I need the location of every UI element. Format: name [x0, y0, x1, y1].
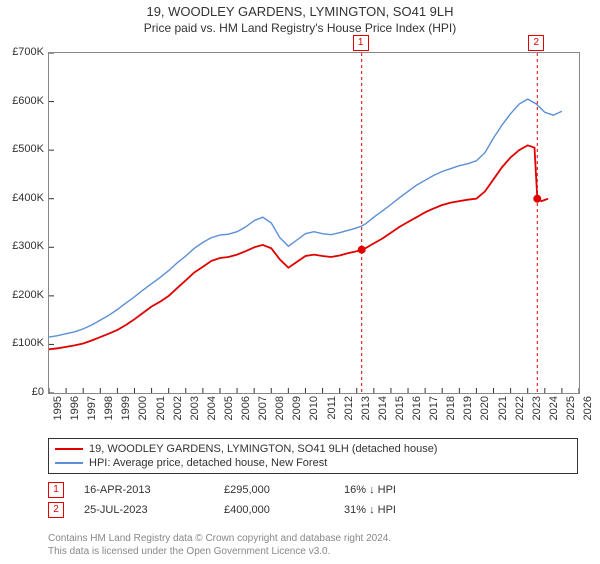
x-tick-label: 2024: [548, 396, 560, 420]
y-tick-label: £100K: [12, 337, 44, 349]
x-tick-label: 1997: [86, 396, 98, 420]
footer-attribution: Contains HM Land Registry data © Crown c…: [48, 533, 578, 558]
x-tick-label: 2002: [172, 396, 184, 420]
y-tick-label: £700K: [12, 46, 44, 58]
y-tick-label: £400K: [12, 192, 44, 204]
sale-row-1: 1 16-APR-2013 £295,000 16% ↓ HPI: [48, 482, 578, 498]
legend-label-pricepaid: 19, WOODLEY GARDENS, LYMINGTON, SO41 9LH…: [89, 443, 437, 455]
sale-delta-1: 16% ↓ HPI: [344, 484, 464, 496]
x-tick-label: 2006: [240, 396, 252, 420]
sale-price-2: £400,000: [224, 504, 344, 516]
x-tick-label: 2005: [223, 396, 235, 420]
x-tick-label: 2021: [497, 396, 509, 420]
sale-delta-2: 31% ↓ HPI: [344, 504, 464, 516]
sale-marker-1-icon: 1: [48, 482, 64, 498]
x-tick-label: 2007: [257, 396, 269, 420]
legend-swatch-pricepaid: [55, 448, 83, 450]
y-tick-label: £500K: [12, 143, 44, 155]
y-tick-label: £0: [32, 386, 44, 398]
sale-date-2: 25-JUL-2023: [84, 504, 224, 516]
x-tick-label: 2014: [377, 396, 389, 420]
legend-swatch-hpi: [55, 462, 83, 464]
x-tick-label: 2001: [155, 396, 167, 420]
x-tick-label: 2010: [308, 396, 320, 420]
x-tick-label: 2012: [343, 396, 355, 420]
chart-subtitle: Price paid vs. HM Land Registry's House …: [0, 21, 600, 35]
sale-marker-tag: 2: [528, 35, 544, 51]
sale-marker-2-icon: 2: [48, 502, 64, 518]
x-tick-label: 2016: [411, 396, 423, 420]
x-tick-label: 2022: [514, 396, 526, 420]
x-tick-label: 2004: [206, 396, 218, 420]
x-tick-label: 2003: [189, 396, 201, 420]
x-tick-label: 2017: [428, 396, 440, 420]
chart-title: 19, WOODLEY GARDENS, LYMINGTON, SO41 9LH: [0, 4, 600, 19]
x-tick-label: 2015: [394, 396, 406, 420]
x-tick-label: 1995: [52, 396, 64, 420]
x-tick-label: 1999: [120, 396, 132, 420]
x-tick-label: 2000: [137, 396, 149, 420]
legend-item-hpi: HPI: Average price, detached house, New …: [55, 457, 571, 469]
y-tick-label: £600K: [12, 95, 44, 107]
sale-marker-tag: 1: [353, 35, 369, 51]
legend-item-pricepaid: 19, WOODLEY GARDENS, LYMINGTON, SO41 9LH…: [55, 443, 571, 455]
chart-svg: [49, 53, 579, 393]
sale-date-1: 16-APR-2013: [84, 484, 224, 496]
x-tick-label: 2023: [531, 396, 543, 420]
x-tick-label: 2009: [291, 396, 303, 420]
y-tick-label: £300K: [12, 240, 44, 252]
x-tick-label: 2026: [582, 396, 594, 420]
chart-container: 19, WOODLEY GARDENS, LYMINGTON, SO41 9LH…: [0, 4, 600, 564]
x-tick-label: 1998: [103, 396, 115, 420]
x-tick-label: 2008: [274, 396, 286, 420]
x-tick-label: 1996: [69, 396, 81, 420]
sale-row-2: 2 25-JUL-2023 £400,000 31% ↓ HPI: [48, 502, 578, 518]
x-tick-label: 2019: [462, 396, 474, 420]
y-tick-label: £200K: [12, 289, 44, 301]
footer-line-2: This data is licensed under the Open Gov…: [48, 546, 578, 559]
footer-line-1: Contains HM Land Registry data © Crown c…: [48, 533, 578, 546]
plot-area: [48, 52, 580, 394]
x-tick-label: 2013: [360, 396, 372, 420]
sale-price-1: £295,000: [224, 484, 344, 496]
x-tick-label: 2018: [445, 396, 457, 420]
legend-label-hpi: HPI: Average price, detached house, New …: [89, 457, 327, 469]
x-tick-label: 2011: [326, 396, 338, 420]
legend: 19, WOODLEY GARDENS, LYMINGTON, SO41 9LH…: [48, 438, 578, 474]
x-tick-label: 2020: [479, 396, 491, 420]
x-tick-label: 2025: [565, 396, 577, 420]
